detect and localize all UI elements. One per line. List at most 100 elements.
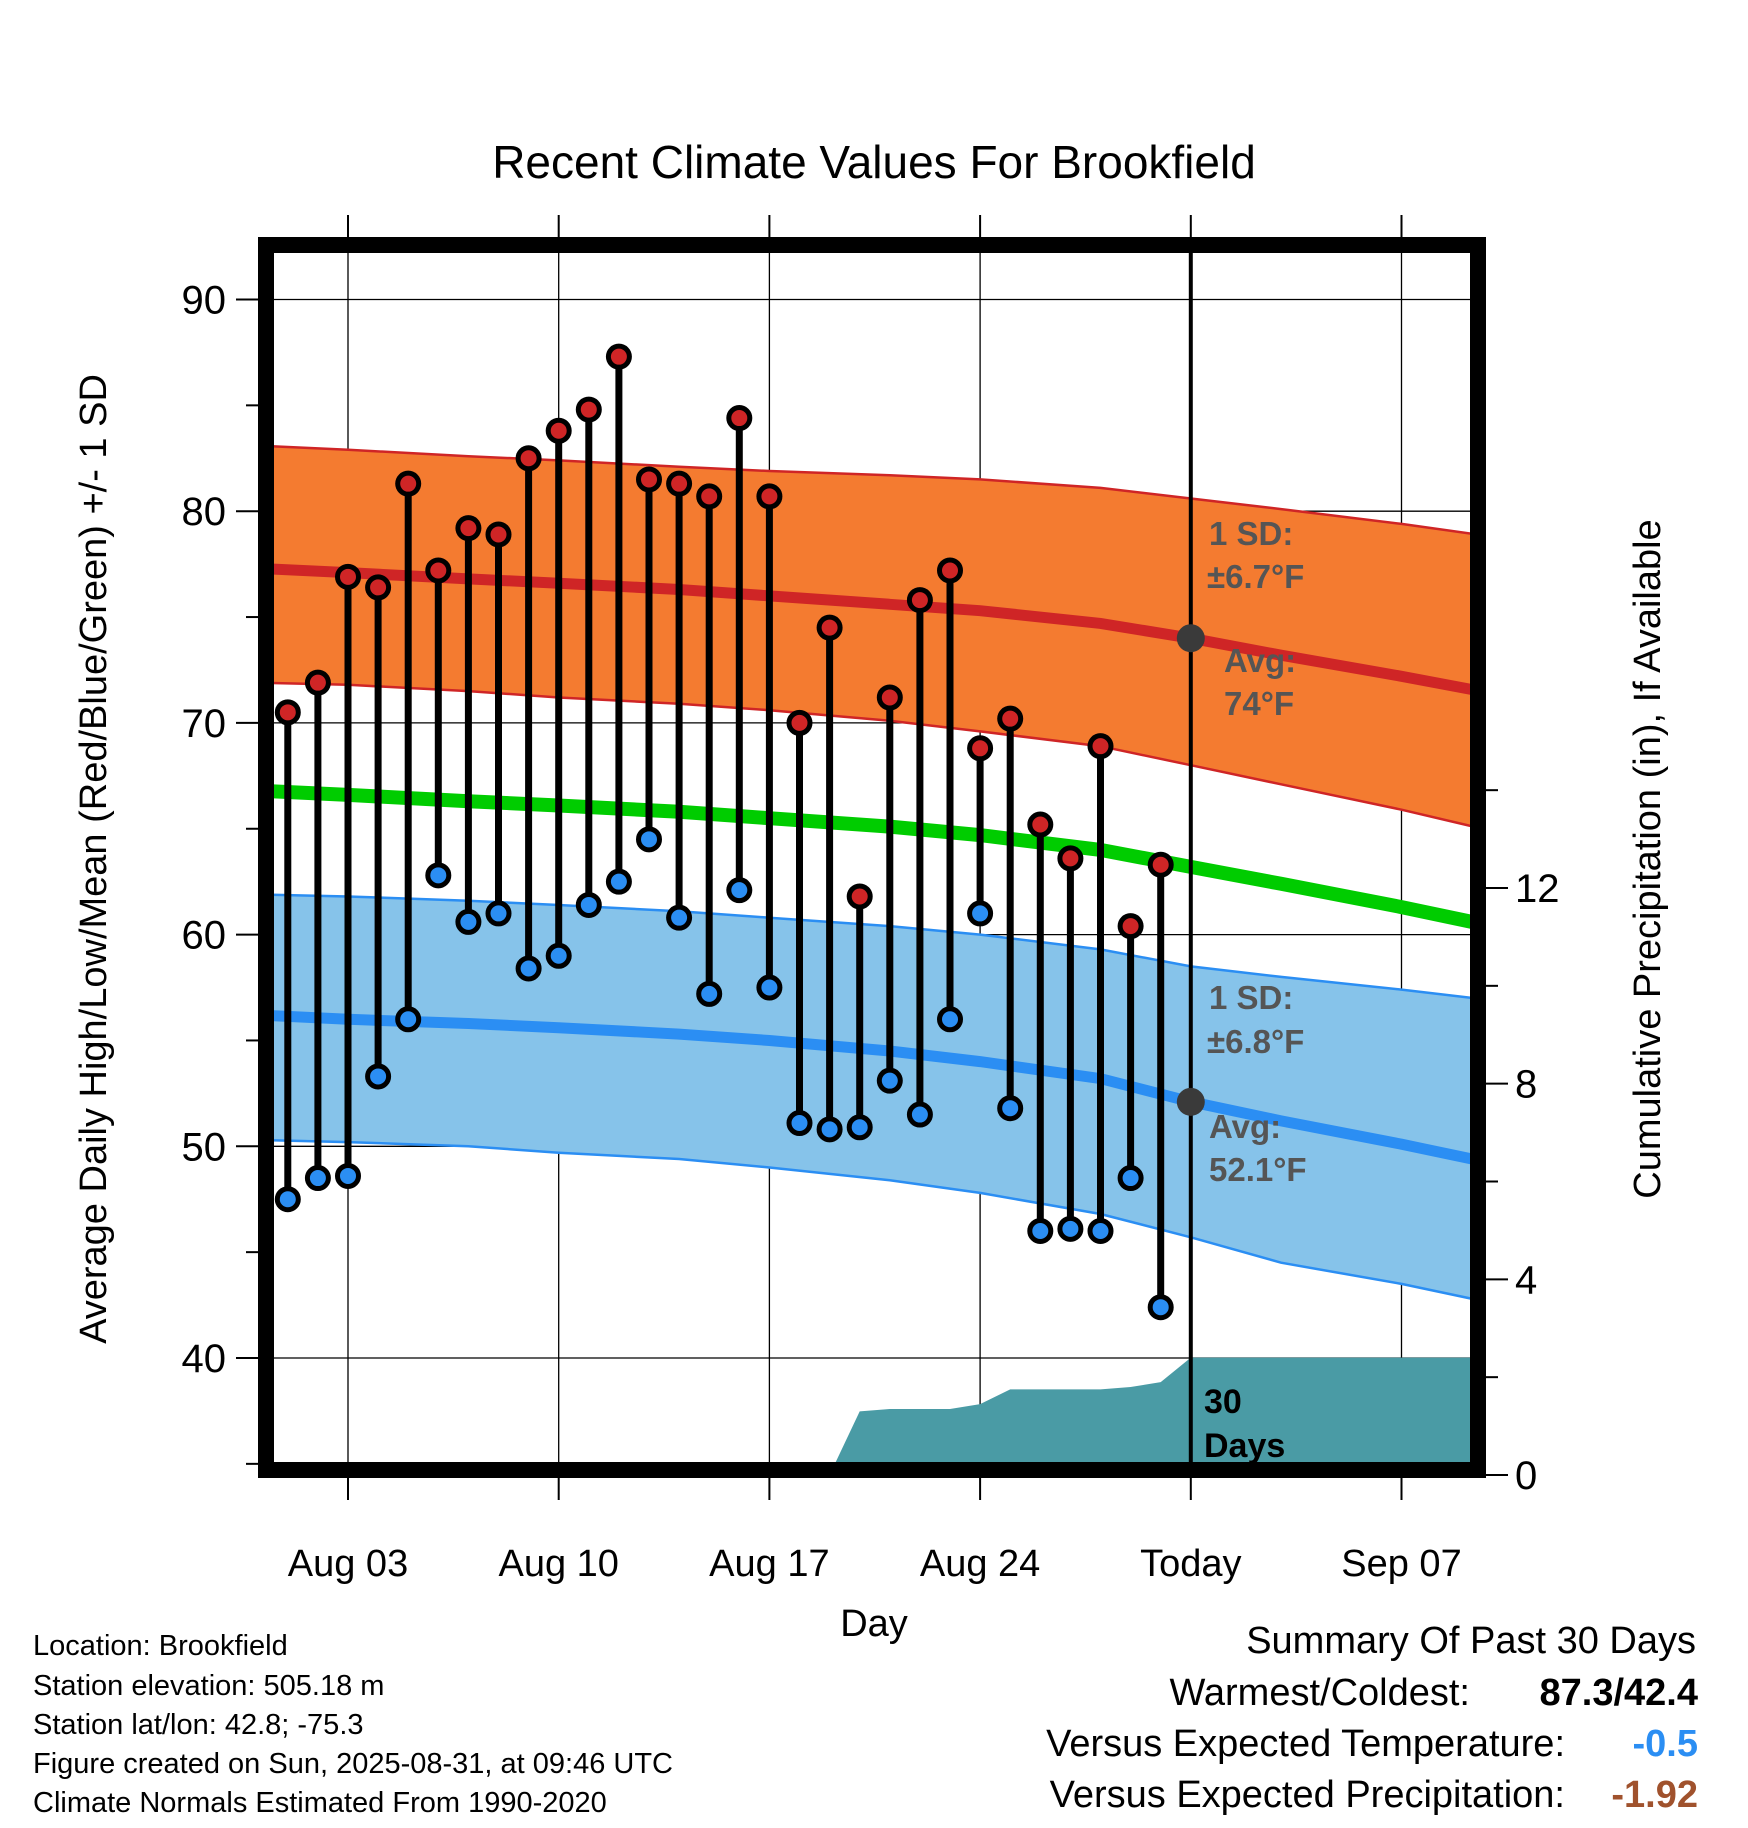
daily-high-point [756,483,783,510]
summary-precip-label: Versus Expected Precipitation: [1049,1774,1565,1816]
daily-high-point [425,557,452,584]
y2-axis-label: Cumulative Precipitation (in), If Availa… [1627,519,1669,1198]
info-location: Location: Brookfield [33,1630,288,1662]
daily-high-point [1087,733,1114,760]
summary-warmest-value: 87.3/42.4 [1539,1672,1698,1714]
daily-low-point [485,900,512,927]
high-avg-label: Avg: [1224,642,1296,679]
x-tick-label: Aug 10 [498,1543,618,1585]
x-tick-label: Sep 07 [1341,1543,1461,1585]
daily-high-point [1057,845,1084,872]
daily-low-point [756,974,783,1001]
daily-low-point [937,1006,963,1033]
chart-title: Recent Climate Values For Brookfield [492,136,1256,188]
daily-low-point [1147,1294,1174,1321]
daily-low-point [906,1101,933,1128]
daily-low-point [816,1116,843,1143]
daily-high-point [515,445,542,472]
y-axis-label: Average Daily High/Low/Mean (Red/Blue/Gr… [73,374,115,1344]
summary-warmest-label: Warmest/Coldest: [1169,1672,1470,1714]
low-avg-label: Avg: [1209,1108,1281,1145]
daily-high-point [1147,851,1174,878]
daily-low-point [365,1063,392,1090]
precip-area [266,1357,1478,1470]
x-axis-label: Day [840,1603,908,1645]
daily-low-point [666,904,693,931]
daily-low-point [395,1006,422,1033]
x-tick-label: Aug 17 [709,1543,829,1585]
y2-tick-label: 4 [1515,1258,1537,1302]
daily-low-point [575,891,602,918]
daily-high-point [967,735,994,762]
daily-low-point [1087,1217,1114,1244]
daily-high-point [335,563,361,590]
y-tick-label: 50 [182,1125,227,1169]
daily-low-point [455,908,482,935]
low-avg-value: 52.1°F [1209,1151,1307,1188]
daily-high-point [786,709,813,736]
daily-low-point [846,1114,873,1141]
daily-high-point [726,405,753,432]
precip-window-unit: Days [1204,1427,1285,1465]
daily-high-point [937,557,963,584]
daily-low-point [997,1095,1024,1122]
daily-high-point [1117,913,1144,940]
high-sd-value: ±6.7°F [1207,558,1304,595]
daily-high-point [365,574,392,601]
info-elevation: Station elevation: 505.18 m [33,1670,385,1702]
daily-low-point [335,1162,361,1189]
plot-frame [258,237,1486,1478]
y-tick-label: 90 [182,279,227,323]
daily-high-point [906,587,933,614]
daily-high-point [605,343,632,370]
low-sd-band [266,894,1478,1301]
y-tick-label: 40 [182,1337,227,1381]
y2-tick-label: 8 [1515,1063,1537,1107]
low-sd-lower-line [266,1138,1478,1302]
high-sd-label: 1 SD: [1209,515,1293,552]
summary-temp-label: Versus Expected Temperature: [1046,1723,1565,1765]
x-tick-label: Aug 24 [920,1543,1040,1585]
daily-high-point [1027,811,1054,838]
daily-low-point [1117,1165,1144,1192]
daily-high-point [997,705,1024,732]
y2-tick-label: 12 [1515,867,1560,911]
daily-high-point [304,669,331,696]
daily-low-point [1057,1215,1084,1242]
low-sd-label: 1 SD: [1209,979,1293,1016]
y-tick-label: 70 [182,702,227,746]
info-latlon: Station lat/lon: 42.8; -75.3 [33,1709,364,1741]
precip-window-number: 30 [1204,1383,1242,1421]
daily-low-point [545,942,572,969]
daily-high-point [485,521,512,548]
daily-low-point [1027,1217,1054,1244]
daily-low-point [515,955,542,982]
info-created: Figure created on Sun, 2025-08-31, at 09… [33,1748,673,1780]
plot-area: 1 SD: ±6.7°F Avg: 74°F 1 SD: ±6.8°F Avg: 52.1°F… [182,215,1560,1585]
daily-low-point [967,900,994,927]
x-tick-label: Today [1140,1543,1241,1585]
today-low-avg-point [1176,1087,1205,1116]
daily-low-point [726,877,753,904]
daily-high-point [545,417,572,444]
x-tick-label: Aug 03 [288,1543,408,1585]
daily-high-point [274,699,301,726]
daily-high-point [575,396,602,423]
daily-low-point [696,980,723,1007]
y-tick-label: 60 [182,914,227,958]
daily-high-point [455,515,482,542]
summary-temp-value: -0.5 [1632,1723,1698,1765]
today-high-avg-point [1176,624,1205,653]
summary-precip-value: -1.92 [1611,1774,1698,1816]
y-tick-label: 80 [182,490,227,534]
daily-low-point [876,1067,903,1094]
daily-high-point [696,483,723,510]
info-normals: Climate Normals Estimated From 1990-2020 [33,1787,607,1819]
daily-high-point [876,684,903,711]
daily-low-point [274,1186,301,1213]
high-sd-band [266,445,1478,828]
high-sd-upper-line [266,444,1478,536]
daily-high-point [666,470,693,497]
daily-high-point [636,466,662,493]
daily-low-point [605,868,632,895]
